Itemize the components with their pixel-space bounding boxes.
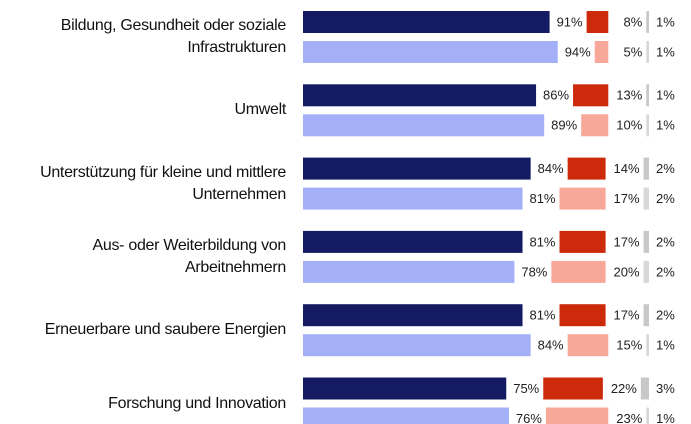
value-label: 81% — [529, 234, 555, 249]
bar-segment — [643, 230, 649, 253]
bar-segment — [646, 84, 649, 107]
value-label: 14% — [614, 161, 640, 176]
bar-segment — [303, 334, 531, 357]
bar-segment — [643, 157, 649, 180]
value-label: 1% — [656, 411, 675, 424]
value-label: 20% — [614, 264, 640, 279]
value-label: 1% — [656, 338, 675, 353]
bar-segment — [303, 230, 523, 253]
bar-segment — [559, 230, 606, 253]
value-label: 78% — [521, 264, 547, 279]
value-label: 1% — [656, 44, 675, 59]
value-label: 1% — [656, 118, 675, 133]
value-label: 89% — [551, 118, 577, 133]
bar-segment — [303, 11, 550, 33]
bar-segment — [303, 187, 523, 210]
bar-segment — [303, 84, 537, 107]
bar-segment — [643, 187, 649, 210]
value-label: 13% — [616, 88, 642, 103]
bar-segment — [303, 41, 558, 63]
value-label: 22% — [611, 381, 637, 396]
bar-segment — [646, 41, 649, 63]
value-label: 2% — [656, 308, 675, 323]
value-label: 17% — [614, 191, 640, 206]
bar-segment — [543, 377, 603, 400]
category-label: Bildung, Gesundheit oder soziale Infrast… — [60, 17, 287, 56]
value-label: 76% — [516, 411, 542, 424]
bar-segment — [559, 304, 606, 327]
value-label: 1% — [656, 88, 675, 103]
bar-segment — [303, 377, 507, 400]
category-label: Umwelt — [234, 101, 286, 119]
bar-segment — [643, 260, 649, 283]
value-label: 5% — [623, 44, 642, 59]
bar-segment — [646, 114, 649, 137]
value-label: 15% — [616, 338, 642, 353]
category-label: Erneuerbare und saubere Energien — [44, 321, 287, 339]
bar-segment — [567, 334, 609, 357]
bar-segment — [559, 187, 606, 210]
bar-segment — [551, 260, 606, 283]
bar-segment — [646, 334, 649, 357]
category-label: Aus- oder Weiterbildung von Arbeitnehmer… — [92, 236, 287, 276]
value-label: 17% — [614, 234, 640, 249]
bar-segment — [545, 407, 609, 424]
value-label: 81% — [529, 191, 555, 206]
bar-segment — [303, 304, 523, 327]
value-label: 84% — [538, 338, 564, 353]
bar-segment — [581, 114, 609, 137]
value-label: 94% — [565, 44, 591, 59]
bar-segment — [594, 41, 609, 63]
category-label: Forschung und Innovation — [108, 394, 286, 412]
value-label: 1% — [656, 14, 675, 29]
value-label: 8% — [623, 14, 642, 29]
value-label: 17% — [614, 308, 640, 323]
value-label: 91% — [557, 14, 583, 29]
value-label: 2% — [656, 161, 675, 176]
value-label: 81% — [529, 308, 555, 323]
value-label: 3% — [656, 381, 675, 396]
value-label: 23% — [616, 411, 642, 424]
bar-segment — [640, 377, 649, 400]
bar-segment — [303, 407, 509, 424]
value-label: 2% — [656, 191, 675, 206]
bar-segment — [646, 11, 649, 33]
value-label: 2% — [656, 234, 675, 249]
value-label: 75% — [513, 381, 539, 396]
value-label: 10% — [616, 118, 642, 133]
value-label: 86% — [543, 88, 569, 103]
bar-segment — [567, 157, 606, 180]
bar-segment — [573, 84, 609, 107]
bar-segment — [303, 260, 515, 283]
category-label: Unterstützung für kleine und mittlere Un… — [40, 163, 286, 203]
bar-segment — [303, 114, 545, 137]
value-label: 84% — [538, 161, 564, 176]
bar-segment — [646, 407, 649, 424]
value-label: 2% — [656, 264, 675, 279]
bar-segment — [643, 304, 649, 327]
bar-segment — [303, 157, 531, 180]
bar-segment — [586, 11, 609, 33]
